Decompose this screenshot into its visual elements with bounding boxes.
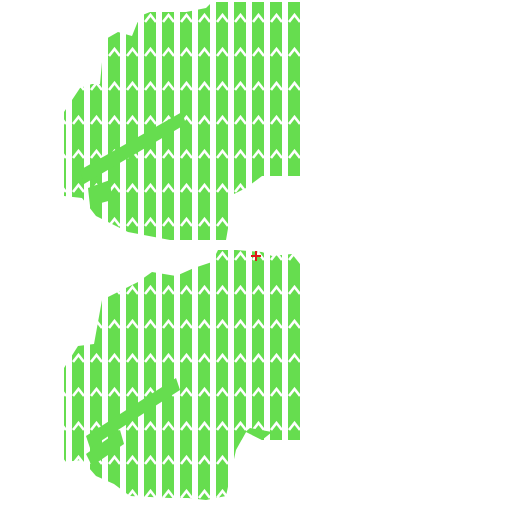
top-hatched-region[interactable] (60, 0, 304, 244)
bottom-region-fill (64, 250, 300, 500)
bottom-diagonal-stroke (86, 378, 180, 448)
bottom-diagonal-tail (86, 430, 124, 466)
top-diagonal-tail (88, 180, 112, 206)
top-diagonal-stroke (80, 112, 186, 184)
bottom-hatched-region[interactable] (60, 244, 304, 506)
crosshair-vertical (255, 251, 257, 261)
crosshair-icon (251, 251, 261, 261)
